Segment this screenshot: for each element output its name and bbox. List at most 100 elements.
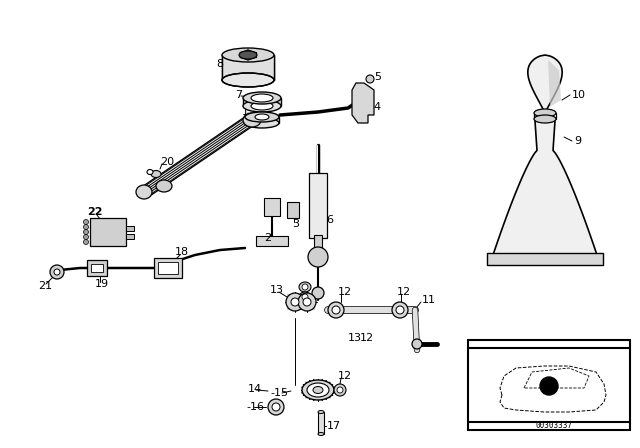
Circle shape bbox=[412, 339, 422, 349]
Circle shape bbox=[312, 287, 324, 299]
Ellipse shape bbox=[255, 114, 269, 120]
Ellipse shape bbox=[245, 112, 279, 122]
Polygon shape bbox=[528, 55, 562, 113]
Bar bbox=[158, 262, 178, 274]
Polygon shape bbox=[352, 83, 374, 123]
Ellipse shape bbox=[251, 102, 273, 110]
Bar bbox=[264, 198, 280, 216]
Text: 1: 1 bbox=[242, 107, 249, 117]
Polygon shape bbox=[500, 366, 606, 412]
Ellipse shape bbox=[147, 169, 153, 175]
Circle shape bbox=[83, 229, 88, 234]
Text: 18: 18 bbox=[175, 247, 189, 257]
Text: 12: 12 bbox=[338, 287, 352, 297]
Ellipse shape bbox=[318, 432, 324, 435]
Text: 4: 4 bbox=[373, 102, 380, 112]
Ellipse shape bbox=[251, 94, 273, 102]
Circle shape bbox=[291, 298, 299, 306]
Ellipse shape bbox=[299, 292, 311, 302]
Text: 14: 14 bbox=[248, 384, 262, 394]
Circle shape bbox=[272, 403, 280, 411]
Circle shape bbox=[366, 75, 374, 83]
Circle shape bbox=[286, 293, 304, 311]
Ellipse shape bbox=[222, 48, 274, 62]
Bar bbox=[126, 226, 134, 231]
Ellipse shape bbox=[318, 410, 324, 414]
Bar bbox=[87, 260, 107, 276]
Text: 22: 22 bbox=[87, 207, 102, 217]
Text: 21: 21 bbox=[38, 281, 52, 291]
Text: 5: 5 bbox=[374, 72, 381, 82]
Bar bbox=[91, 264, 103, 272]
Circle shape bbox=[83, 224, 88, 229]
Circle shape bbox=[83, 234, 88, 240]
Text: 12: 12 bbox=[360, 333, 374, 343]
Text: 11: 11 bbox=[422, 295, 436, 305]
Ellipse shape bbox=[313, 387, 323, 393]
Circle shape bbox=[337, 387, 343, 393]
Circle shape bbox=[334, 384, 346, 396]
Bar bbox=[90, 218, 126, 246]
Bar bbox=[487, 253, 603, 265]
Bar bbox=[309, 173, 327, 238]
Polygon shape bbox=[524, 368, 589, 388]
Ellipse shape bbox=[243, 113, 261, 127]
Circle shape bbox=[392, 302, 408, 318]
Text: -15: -15 bbox=[270, 388, 288, 398]
Bar bbox=[468, 340, 630, 430]
Ellipse shape bbox=[243, 92, 281, 104]
Ellipse shape bbox=[307, 383, 329, 397]
Circle shape bbox=[540, 377, 558, 395]
Bar bbox=[126, 234, 134, 239]
Circle shape bbox=[298, 293, 316, 311]
Text: 10: 10 bbox=[572, 90, 586, 100]
Text: 00303337: 00303337 bbox=[536, 422, 573, 431]
Polygon shape bbox=[243, 98, 281, 106]
Ellipse shape bbox=[239, 51, 257, 59]
Bar bbox=[154, 258, 182, 278]
Ellipse shape bbox=[245, 118, 279, 128]
Ellipse shape bbox=[156, 180, 172, 192]
Polygon shape bbox=[548, 60, 561, 107]
Text: 8: 8 bbox=[216, 59, 223, 69]
Polygon shape bbox=[145, 117, 252, 195]
Text: 13: 13 bbox=[270, 285, 284, 295]
Polygon shape bbox=[493, 121, 597, 255]
Circle shape bbox=[83, 240, 88, 245]
Text: 19: 19 bbox=[95, 279, 109, 289]
Circle shape bbox=[328, 302, 344, 318]
Polygon shape bbox=[245, 117, 279, 123]
Text: 6: 6 bbox=[326, 215, 333, 225]
Text: 3: 3 bbox=[292, 219, 299, 229]
Ellipse shape bbox=[299, 282, 311, 292]
Bar bbox=[318, 412, 324, 434]
Circle shape bbox=[308, 247, 328, 267]
Polygon shape bbox=[256, 236, 288, 246]
Bar bbox=[314, 235, 322, 250]
Circle shape bbox=[268, 399, 284, 415]
Circle shape bbox=[302, 284, 308, 290]
Text: 20: 20 bbox=[160, 157, 174, 167]
Ellipse shape bbox=[243, 100, 281, 112]
Ellipse shape bbox=[534, 109, 556, 117]
Circle shape bbox=[54, 269, 60, 275]
Circle shape bbox=[303, 298, 311, 306]
Ellipse shape bbox=[222, 73, 274, 87]
Ellipse shape bbox=[534, 115, 556, 123]
Circle shape bbox=[50, 265, 64, 279]
Circle shape bbox=[332, 306, 340, 314]
Text: 13: 13 bbox=[348, 333, 362, 343]
Circle shape bbox=[302, 294, 308, 300]
Ellipse shape bbox=[302, 380, 334, 400]
Text: -16: -16 bbox=[246, 402, 264, 412]
Ellipse shape bbox=[136, 185, 152, 199]
Ellipse shape bbox=[151, 171, 161, 177]
Circle shape bbox=[396, 306, 404, 314]
Text: 17: 17 bbox=[327, 421, 341, 431]
Bar bbox=[287, 202, 299, 218]
Text: 15: 15 bbox=[308, 385, 320, 395]
Circle shape bbox=[83, 220, 88, 224]
Text: 2: 2 bbox=[264, 233, 271, 243]
Text: 9: 9 bbox=[574, 136, 581, 146]
Text: 12: 12 bbox=[397, 287, 411, 297]
